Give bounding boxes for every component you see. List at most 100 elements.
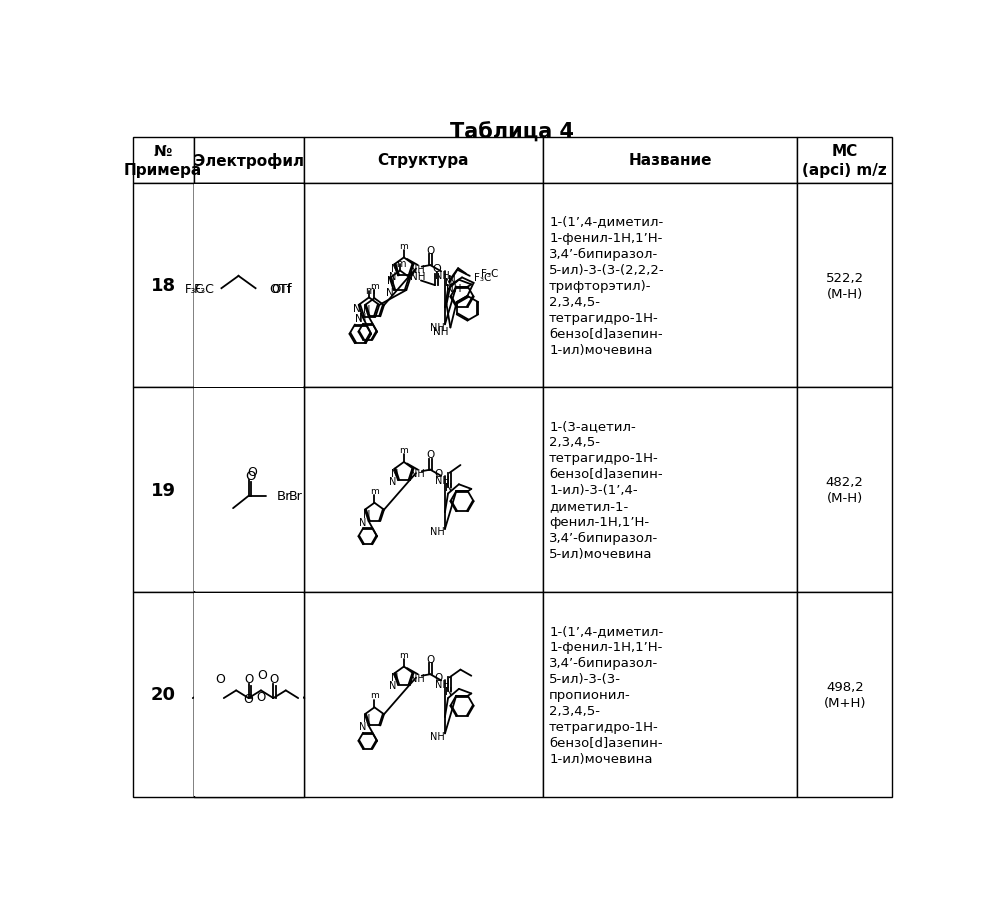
Bar [797,593,892,796]
Bar [797,388,892,593]
Bar [133,593,194,796]
Text: Таблица 4: Таблица 4 [450,122,574,143]
Text: N: N [391,468,399,478]
Text: №
Примера: № Примера [124,143,202,178]
Text: N: N [387,276,394,286]
Bar [194,388,304,593]
Text: O: O [270,673,279,686]
Bar [133,137,194,184]
Text: NH: NH [410,673,425,684]
Text: 498,2
(M+H): 498,2 (M+H) [824,680,866,709]
Text: N: N [389,681,396,691]
Text: N: N [359,313,367,323]
Text: O: O [258,668,267,682]
Text: 482,2
(M-H): 482,2 (M-H) [826,475,864,504]
Text: O: O [245,673,254,686]
Text: N: N [448,274,456,285]
Bar [133,184,194,388]
Text: N: N [386,287,394,297]
Text: N: N [363,713,370,723]
Text: N: N [391,264,399,274]
Text: O: O [426,450,434,460]
Text: 1-(1’,4-диметил-
1-фенил-1H,1’H-
3,4’-бипиразол-
5-ил)-3-(3-(2,2,2-
трифторэтил): 1-(1’,4-диметил- 1-фенил-1H,1’H- 3,4’-би… [549,216,665,356]
Bar [194,389,303,592]
Text: N: N [363,509,370,519]
Text: m: m [365,285,375,295]
Text: N: N [445,482,453,492]
Text: NH: NH [435,271,450,281]
Text: O: O [248,465,257,478]
Text: OTf: OTf [272,282,292,295]
Bar [194,184,303,387]
Text: O: O [434,468,443,478]
Bar [304,184,543,388]
Text: NH: NH [430,527,445,537]
Text: F₃C: F₃C [481,269,498,279]
Bar [194,184,304,388]
Text: O: O [426,245,434,255]
Text: 19: 19 [151,481,176,499]
Text: N: N [359,517,367,527]
Text: F₃C: F₃C [194,282,215,295]
Text: Br: Br [276,490,291,502]
Text: NH: NH [430,322,445,332]
Text: Электрофил: Электрофил [194,152,304,169]
Bar [797,137,892,184]
Text: m: m [400,650,408,659]
Bar [194,593,304,796]
Text: m: m [370,691,379,700]
Text: 522,2
(M-H): 522,2 (M-H) [826,272,864,300]
Text: 20: 20 [151,686,176,704]
Text: N: N [359,722,367,732]
Text: O: O [216,673,226,686]
Text: NH: NH [435,475,450,485]
Text: NH: NH [410,264,425,274]
Text: N: N [363,305,370,315]
Bar [543,593,797,796]
Text: 1-(1’,4-диметил-
1-фенил-1H,1’H-
3,4’-бипиразол-
5-ил)-3-(3-
пропионил-
2,3,4,5-: 1-(1’,4-диметил- 1-фенил-1H,1’H- 3,4’-би… [549,624,663,765]
Text: NH: NH [435,679,450,689]
Text: O: O [245,469,255,482]
Bar [543,388,797,593]
Bar [797,184,892,388]
Text: O: O [432,264,441,274]
Bar [543,184,797,388]
Text: O: O [426,654,434,664]
Text: OTf: OTf [269,282,292,295]
Text: N: N [389,476,396,486]
Text: NH: NH [410,272,426,281]
Bar [194,388,304,593]
Text: N: N [445,686,453,696]
Text: N: N [389,272,396,282]
Text: F₃C: F₃C [185,282,204,295]
Bar [194,184,304,388]
Text: NH: NH [446,284,461,294]
Text: Структура: Структура [378,153,469,168]
Bar [194,593,303,796]
Text: N: N [353,304,361,314]
Bar [304,388,543,593]
Text: O: O [244,692,254,704]
Text: m: m [370,282,379,291]
Bar [304,593,543,796]
Text: O: O [256,690,266,704]
Text: Br: Br [289,490,303,502]
Bar [133,388,194,593]
Text: m: m [400,242,408,250]
Text: NH: NH [430,731,445,741]
Text: NH: NH [433,327,449,337]
Bar [543,137,797,184]
Text: m: m [370,486,379,495]
Text: F₃C: F₃C [474,273,491,283]
Text: N: N [391,673,399,683]
Text: N: N [355,314,363,324]
Text: МС
(apci) m/z: МС (apci) m/z [802,143,887,178]
Bar [194,593,304,796]
Text: O: O [434,673,443,683]
Text: NH: NH [410,469,425,479]
Text: m: m [400,446,408,455]
Text: N: N [445,278,453,288]
Bar [194,137,304,184]
Bar [304,137,543,184]
Text: 18: 18 [151,277,176,295]
